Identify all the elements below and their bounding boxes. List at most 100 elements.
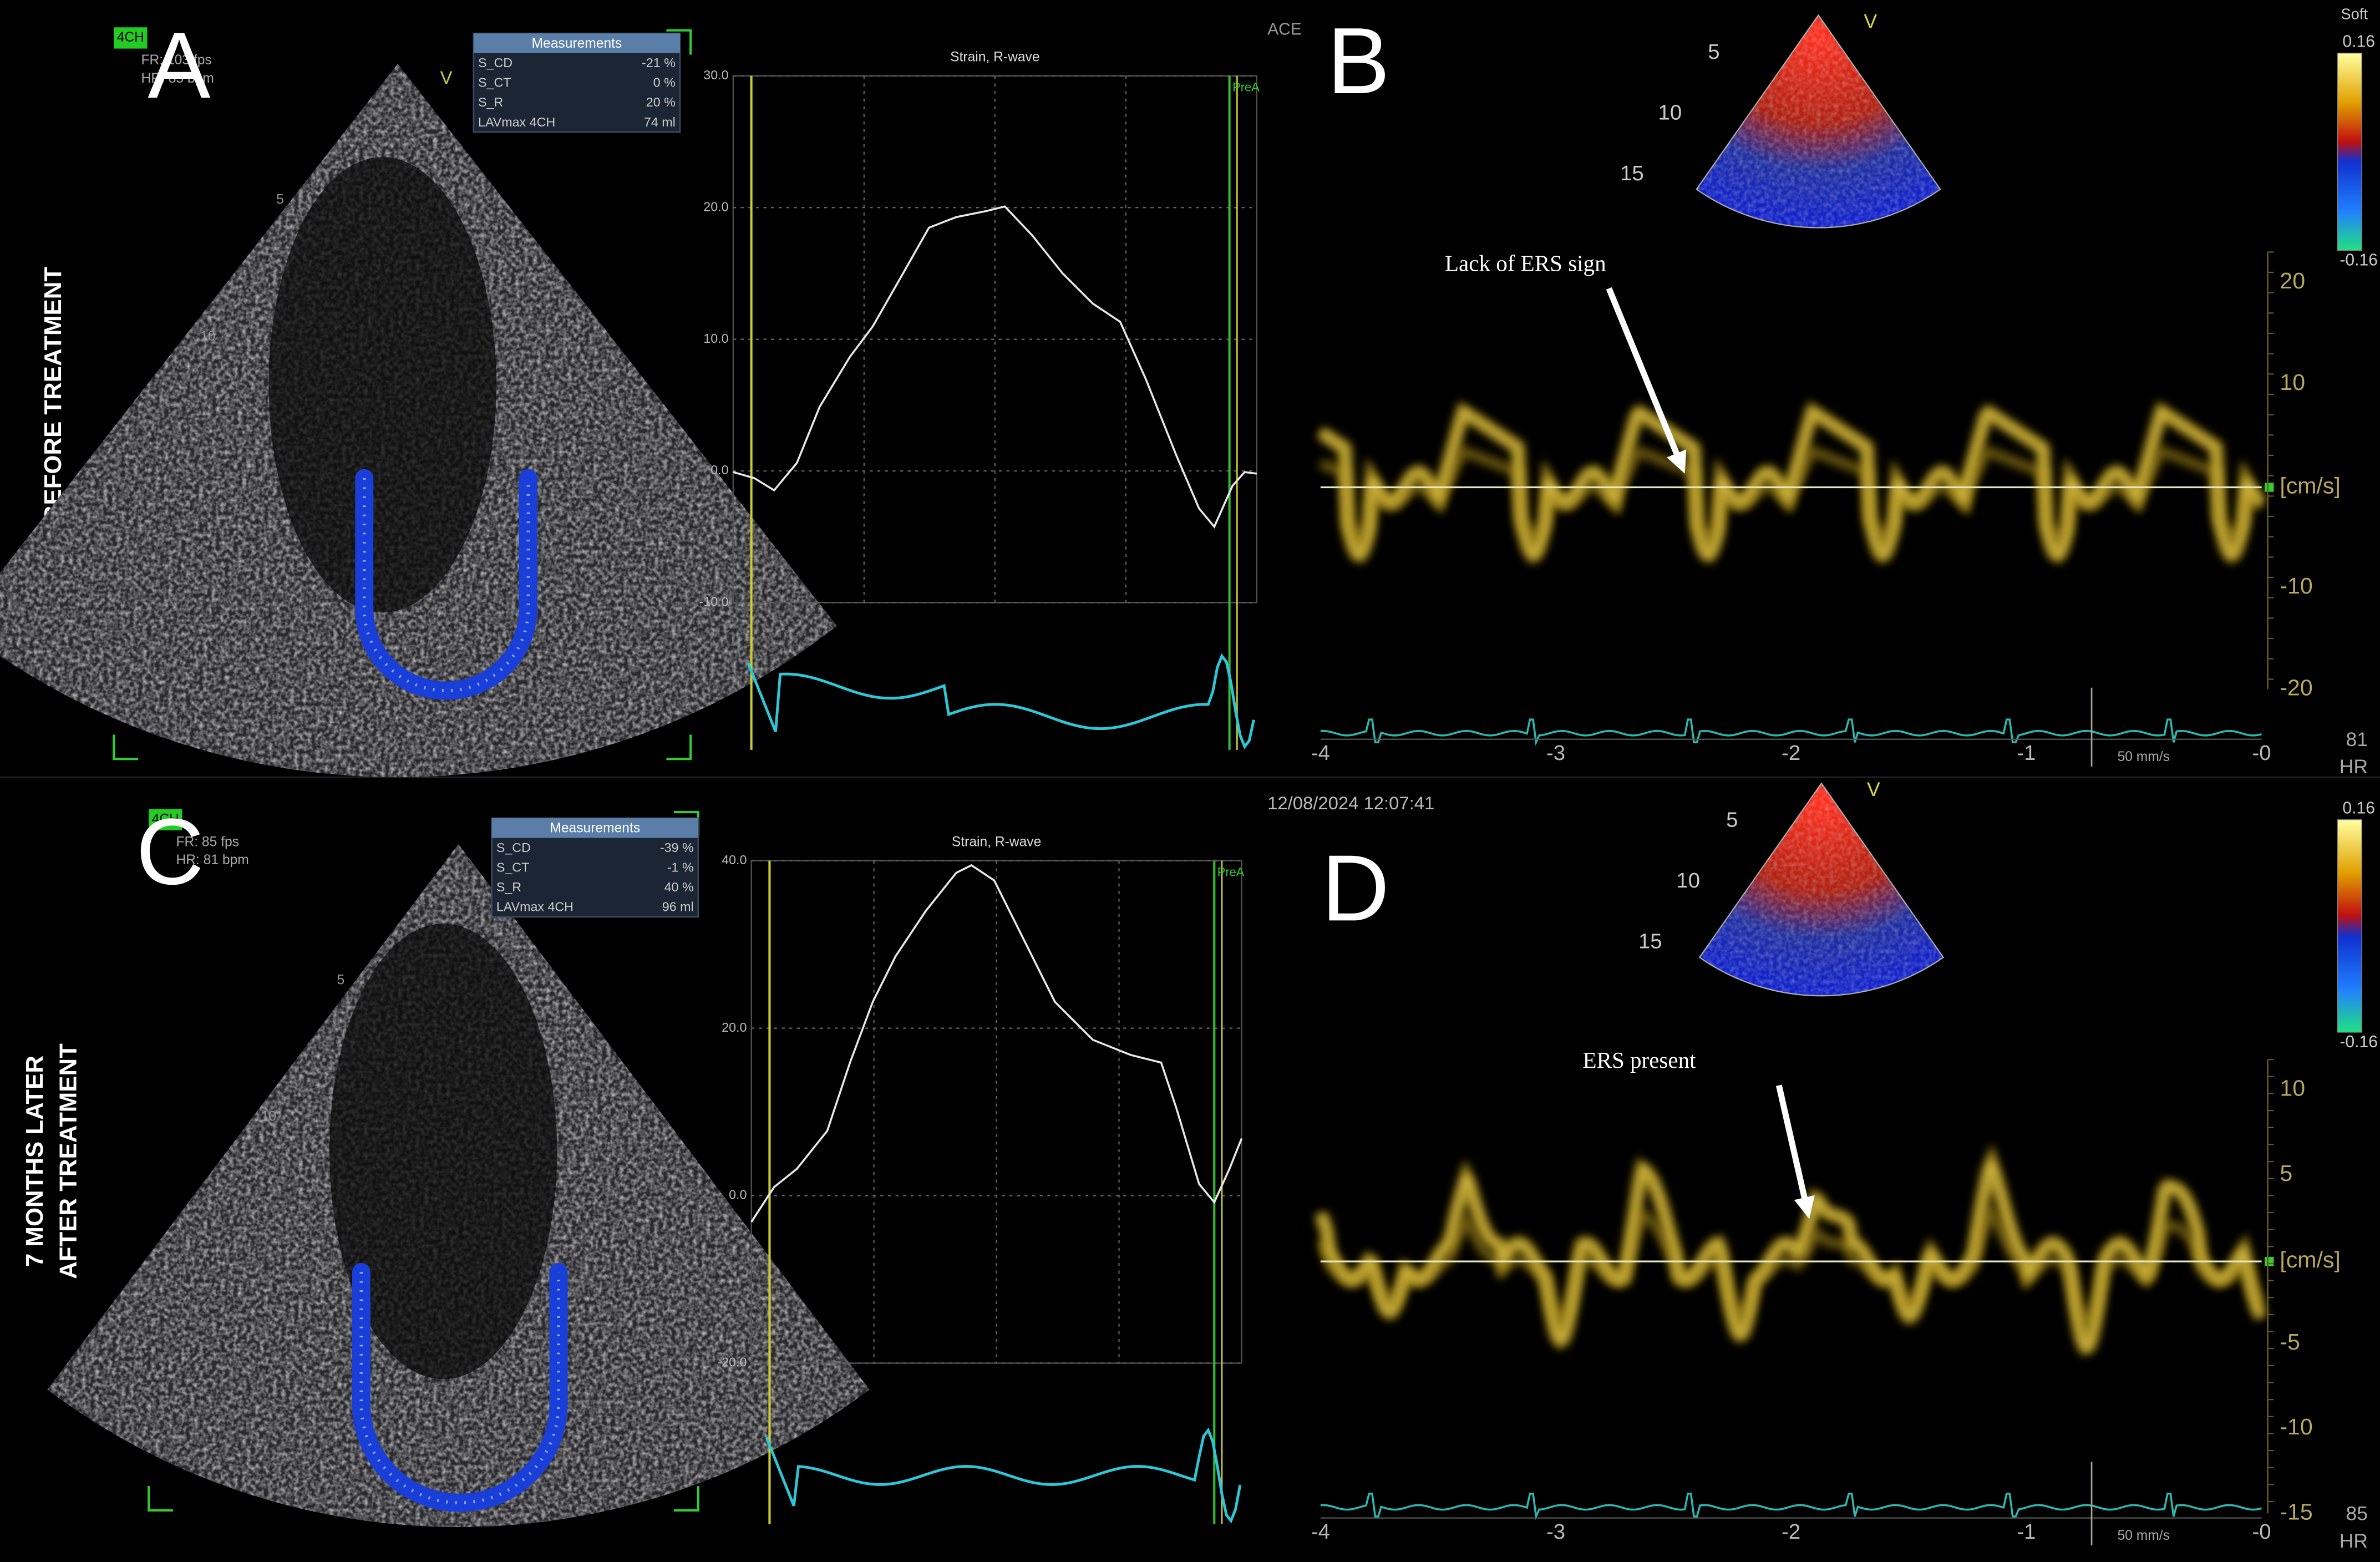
panel-label: A xyxy=(148,12,210,118)
view-tag xyxy=(149,809,182,830)
scale-min: -0.16 xyxy=(2340,251,2378,270)
measurement-name: LAVmax 4CH xyxy=(478,115,555,129)
strain-tick-label: 30.0 xyxy=(703,68,728,82)
probe-label: V xyxy=(440,67,453,88)
depth-label: 10 xyxy=(200,329,215,344)
strain-title: Strain, R-wave xyxy=(950,50,1039,65)
velocity-tick-label: 10 xyxy=(2280,369,2305,395)
time-tick-label: -2 xyxy=(1782,741,1800,765)
scale-mode: Soft xyxy=(2341,6,2368,23)
strain-tick-label: 0.0 xyxy=(711,463,728,477)
measurement-value: 96 ml xyxy=(662,900,694,914)
velocity-tick-label: 5 xyxy=(2280,1160,2292,1186)
velocity-tick-label: -5 xyxy=(2280,1329,2300,1355)
color-doppler-speckle xyxy=(1699,783,1943,996)
time-tick-label: -3 xyxy=(1546,1520,1565,1544)
measurements-header xyxy=(491,818,698,838)
atrium-trace xyxy=(355,469,537,700)
depth-label: 15 xyxy=(1638,930,1662,954)
panel-label: B xyxy=(1327,8,1390,113)
view-label: 4CH xyxy=(152,812,179,826)
velocity-tick-label: -20 xyxy=(2280,674,2312,700)
depth-label: 10 xyxy=(1676,869,1700,892)
time-tick-label: -1 xyxy=(2017,1520,2036,1544)
probe-label: V xyxy=(1867,778,1880,800)
measurements-title: Measurements xyxy=(550,821,640,836)
ecg-trace xyxy=(1320,1493,2262,1520)
view-tag xyxy=(114,27,148,49)
time-tick-label: -4 xyxy=(1311,741,1330,765)
ecg-trace xyxy=(1320,718,2262,746)
measurements-title: Measurements xyxy=(532,36,622,51)
strain-tick-label: -10.0 xyxy=(699,595,729,609)
cardiac-cavity xyxy=(329,924,557,1380)
baseline-handle xyxy=(2265,483,2274,492)
sweep-speed: 50 mm/s xyxy=(2118,749,2170,764)
annotation-arrowhead xyxy=(1667,449,1687,474)
annotation-arrow xyxy=(1606,287,1682,461)
measurement-value: -1 % xyxy=(667,860,694,874)
measurement-value: 40 % xyxy=(664,880,694,894)
sweep-speed: 50 mm/s xyxy=(2118,1528,2170,1543)
spectral-envelope xyxy=(1318,444,2264,544)
velocity-tick-label: 10 xyxy=(2280,1076,2305,1101)
measurement-name: S_R xyxy=(496,880,521,894)
prea-label: PreA xyxy=(1217,865,1245,879)
strain-title: Strain, R-wave xyxy=(952,834,1041,849)
velocity-tick-label: -15 xyxy=(2280,1499,2312,1524)
scale-max: 0.16 xyxy=(2342,799,2375,818)
velocity-tick-label: -10 xyxy=(2280,1414,2312,1439)
measurement-value: -21 % xyxy=(642,55,676,70)
velocity-tick-label: 20 xyxy=(2280,268,2305,293)
measurement-value: 20 % xyxy=(646,95,676,109)
depth-label: 5 xyxy=(337,972,345,987)
measurement-name: S_CT xyxy=(496,860,529,874)
measurement-value: -39 % xyxy=(660,840,694,855)
hr-label: HR xyxy=(2340,755,2368,778)
measurement-name: S_CD xyxy=(496,840,531,855)
annotation-arrowhead xyxy=(1794,1195,1815,1219)
measurements-header xyxy=(473,33,680,53)
frame-info: HR: 81 bpm xyxy=(176,853,248,868)
spectral-core xyxy=(1319,1159,2263,1350)
atrium-trace xyxy=(352,1262,568,1512)
vendor-label: ACE xyxy=(1267,21,1302,39)
time-tick-label: -0 xyxy=(2252,1520,2271,1544)
hr-value: 85 xyxy=(2346,1503,2368,1525)
annotation: Lack of ERS sign xyxy=(1445,250,1606,276)
measurement-name: LAVmax 4CH xyxy=(496,900,574,914)
measurement-name: S_R xyxy=(478,95,503,109)
depth-label: 15 xyxy=(1620,161,1644,185)
row-label: BEFORE TREATMENT xyxy=(39,267,67,523)
depth-label: 5 xyxy=(276,192,284,207)
panel-label: C xyxy=(136,799,204,904)
strain-tick-label: 20.0 xyxy=(703,199,728,214)
strain-tick-label: 0.0 xyxy=(729,1188,747,1202)
velocity-tick-label: [cm/s] xyxy=(2280,473,2340,498)
baseline-handle xyxy=(2265,1256,2274,1266)
row-label: AFTER TREATMENT xyxy=(54,1043,82,1279)
time-tick-label: -0 xyxy=(2252,741,2271,765)
depth-label: 10 xyxy=(261,1109,276,1124)
row-label: 7 MONTHS LATER xyxy=(21,1056,48,1267)
depth-label: 5 xyxy=(1726,808,1738,832)
depth-label: 5 xyxy=(1708,40,1719,64)
time-tick-label: -3 xyxy=(1546,741,1565,765)
color-doppler-speckle xyxy=(1696,15,1941,228)
timestamp: 12/08/2024 12:07:41 xyxy=(1267,793,1434,813)
hr-value: 81 xyxy=(2346,728,2368,750)
frame-info: FR: 103 fps xyxy=(141,53,212,68)
time-tick-label: -2 xyxy=(1782,1520,1800,1544)
measurement-value: 0 % xyxy=(653,75,676,90)
annotation: ERS present xyxy=(1583,1047,1697,1073)
view-label: 4CH xyxy=(117,30,144,45)
frame-corner xyxy=(113,29,692,760)
measurement-name: S_CT xyxy=(478,75,511,90)
frame-info: HR: 85 bpm xyxy=(141,71,214,86)
color-scale-bar xyxy=(2337,53,2362,251)
frame-info: FR: 85 fps xyxy=(176,834,239,849)
hr-label: HR xyxy=(2340,1530,2368,1552)
